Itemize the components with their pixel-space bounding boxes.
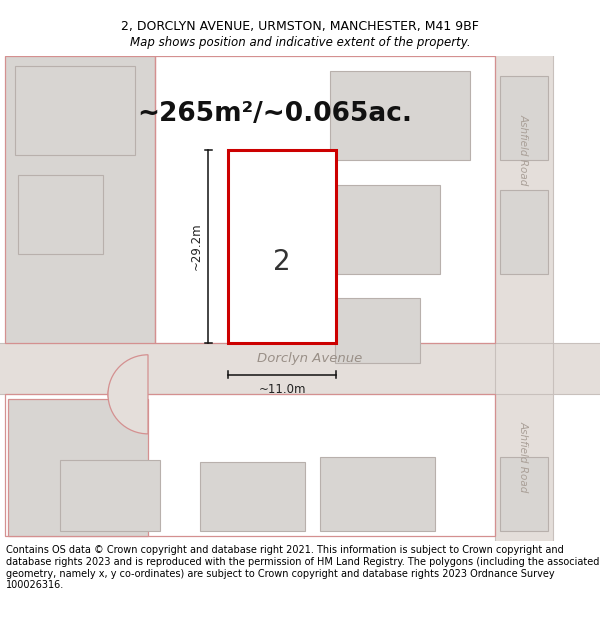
Text: ~11.0m: ~11.0m — [258, 383, 306, 396]
Bar — [200, 461, 305, 531]
Text: Map shows position and indicative extent of the property.: Map shows position and indicative extent… — [130, 36, 470, 49]
Text: ~265m²/~0.065ac.: ~265m²/~0.065ac. — [137, 101, 413, 127]
Bar — [500, 457, 548, 531]
Polygon shape — [8, 399, 148, 536]
Bar — [15, 66, 135, 155]
Bar — [500, 76, 548, 160]
Bar — [228, 150, 336, 343]
Bar — [320, 457, 435, 531]
Bar — [60, 459, 160, 531]
Polygon shape — [5, 56, 155, 343]
Wedge shape — [108, 355, 148, 434]
Bar — [330, 71, 470, 160]
Text: Contains OS data © Crown copyright and database right 2021. This information is : Contains OS data © Crown copyright and d… — [6, 545, 599, 590]
Bar — [330, 185, 440, 274]
Text: Ashfield Road: Ashfield Road — [519, 114, 529, 186]
Text: 2, DORCLYN AVENUE, URMSTON, MANCHESTER, M41 9BF: 2, DORCLYN AVENUE, URMSTON, MANCHESTER, … — [121, 21, 479, 33]
Bar — [335, 298, 420, 362]
Text: ~29.2m: ~29.2m — [190, 222, 203, 271]
Text: Dorclyn Avenue: Dorclyn Avenue — [257, 352, 362, 365]
Bar — [500, 190, 548, 274]
Bar — [495, 56, 553, 541]
Bar — [0, 343, 600, 394]
Bar — [18, 175, 103, 254]
Text: Ashfield Road: Ashfield Road — [519, 421, 529, 492]
Text: 2: 2 — [273, 248, 291, 276]
